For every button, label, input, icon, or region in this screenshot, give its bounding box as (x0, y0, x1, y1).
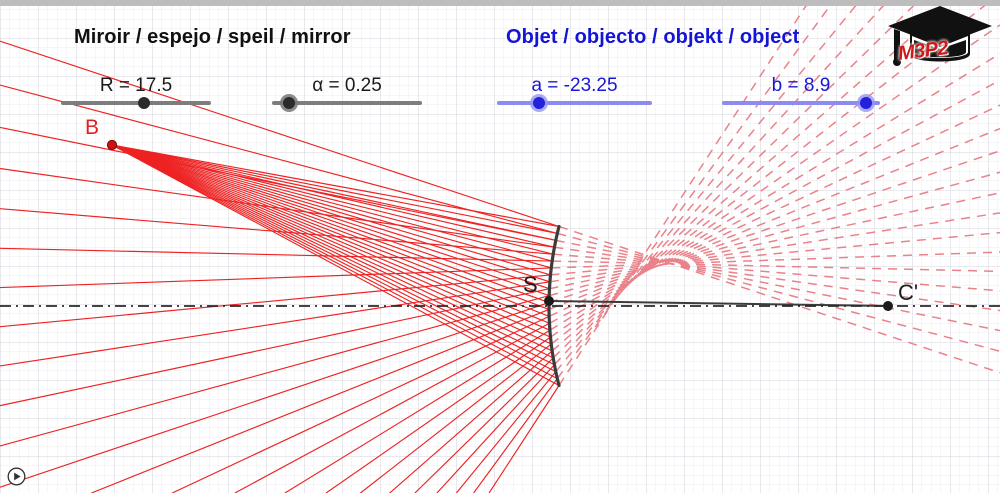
point-label-B: B (85, 116, 100, 139)
ray-segment (111, 144, 558, 380)
point-S[interactable] (544, 296, 554, 306)
incident-ray-bundle (111, 144, 560, 387)
ray-segment (389, 350, 553, 493)
ray-segment (0, 208, 554, 255)
top-toolbar-strip (0, 0, 1000, 6)
ray-segment (473, 378, 558, 493)
point-markers (106, 139, 893, 311)
ray-segment (0, 247, 553, 262)
slider-radius-knob[interactable] (138, 97, 150, 109)
ray-segment (549, 212, 1000, 283)
ray-segment (111, 144, 551, 276)
ray-segment (550, 24, 1000, 338)
slider-alpha-track[interactable] (272, 101, 422, 105)
slider-object-a-knob[interactable] (533, 97, 545, 109)
slider-object-a-track[interactable] (497, 101, 652, 105)
ray-segment (325, 336, 551, 493)
ray-segment (0, 301, 550, 488)
ray-segment (171, 315, 550, 493)
slider-object-b-track[interactable] (722, 101, 880, 105)
ray-segment (548, 171, 1000, 297)
ray-segment (91, 308, 550, 493)
ray-segment (111, 144, 556, 241)
ray-segment (558, 225, 1000, 374)
ray-segment (0, 288, 550, 407)
slider-object-b-knob[interactable] (860, 97, 872, 109)
ray-segment (551, 251, 1000, 269)
ray-segment (549, 192, 1000, 290)
ray-segment (556, 0, 835, 380)
point-B[interactable] (106, 139, 118, 151)
ray-segment (0, 281, 550, 367)
ray-segment (0, 267, 552, 289)
ray-segment (284, 329, 551, 493)
ray-segment (111, 144, 553, 352)
ray-segment (111, 144, 554, 255)
ray-segment (554, 246, 1000, 312)
virtual-ray-bundle (548, 0, 1000, 386)
ray-segment (111, 144, 555, 366)
ray-segment (552, 0, 920, 359)
slider-alpha-knob[interactable] (283, 97, 295, 109)
ray-segment (111, 144, 551, 338)
ray-segment (558, 0, 811, 386)
ray-segment (111, 144, 557, 373)
ray-segment (111, 144, 550, 304)
ray-segment (0, 295, 550, 447)
ray-segment (111, 144, 554, 359)
slider-radius-label: R = 17.5 (99, 75, 173, 96)
point-label-S: S (523, 272, 538, 297)
ray-segment (488, 385, 560, 493)
ray-segment (0, 40, 560, 228)
ray-segment (111, 144, 560, 387)
ray-segment (549, 79, 1000, 324)
ray-segment (0, 274, 551, 328)
ray-segment (557, 232, 1000, 352)
ray-segment (555, 0, 861, 373)
ray-segment (414, 357, 554, 493)
ray-segment (548, 127, 1000, 311)
play-circle-icon[interactable] (7, 467, 26, 486)
ray-segment (0, 167, 555, 248)
ray-segment (360, 343, 552, 493)
page-title-mirror: Miroir / espejo / speil / mirror (74, 26, 351, 48)
ray-segment (436, 364, 555, 493)
slider-object-a-label: a = -23.25 (531, 75, 618, 96)
ray-segment (553, 253, 1000, 292)
ray-segment (111, 144, 555, 248)
ray-segment (111, 144, 550, 290)
ray-segment (111, 144, 551, 331)
slider-alpha-label: α = 0.25 (312, 75, 382, 96)
graduation-cap-icon (888, 6, 992, 66)
ray-segment (455, 371, 557, 493)
reflected-ray-bundle (0, 40, 560, 493)
ray-segment (553, 0, 890, 366)
ray-segment (0, 84, 558, 234)
ray-segment (550, 231, 1000, 276)
ray-segment (548, 104, 1000, 318)
graduation-cap-logo: M3P2 (884, 2, 996, 76)
ray-segment (552, 260, 1000, 273)
reset-button[interactable] (7, 467, 26, 486)
slider-object-b-label: b = 8.9 (771, 75, 831, 96)
ray-segment (111, 144, 553, 262)
ray-segment (551, 0, 955, 352)
slider-radius-track[interactable] (61, 101, 211, 105)
point-label-Cprime: C' (898, 280, 919, 305)
ray-segment (555, 239, 1000, 332)
ray-segment (111, 144, 552, 345)
point-Cprime[interactable] (883, 301, 893, 311)
page-title-object: Objet / objecto / objekt / object (506, 26, 800, 48)
ray-segment (234, 322, 550, 493)
ray-segment (111, 144, 560, 228)
ray-segment (0, 126, 556, 241)
ray-segment (111, 144, 550, 317)
ray-segment (111, 144, 558, 234)
